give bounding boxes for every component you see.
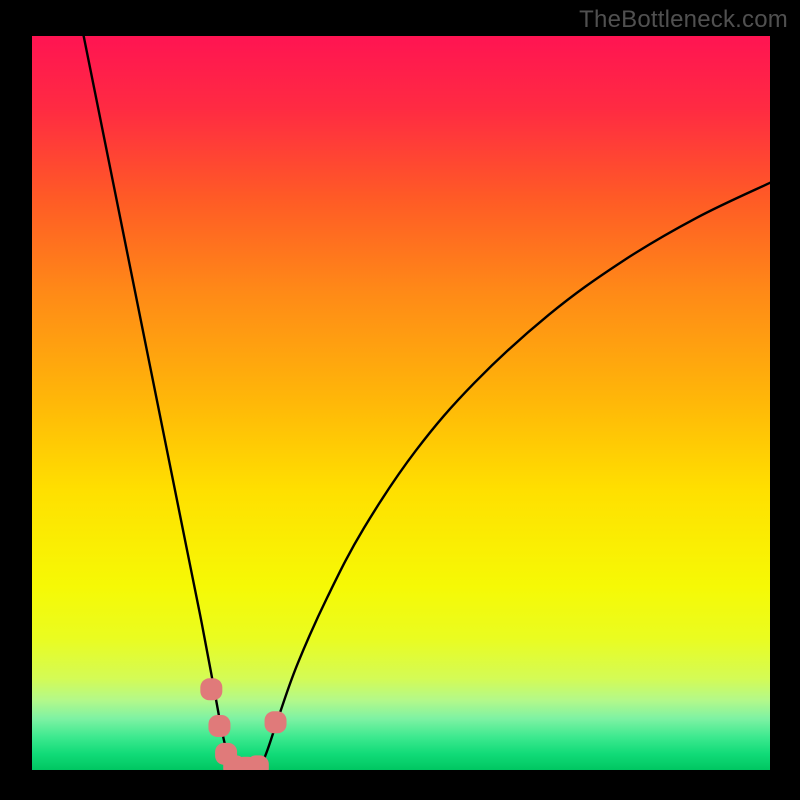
data-marker <box>200 678 222 700</box>
watermark-text: TheBottleneck.com <box>579 6 788 34</box>
data-marker <box>208 715 230 737</box>
data-marker <box>247 755 269 770</box>
plot-svg <box>32 36 770 770</box>
data-marker <box>265 711 287 733</box>
chart-frame: TheBottleneck.com <box>0 0 800 800</box>
gradient-background <box>32 36 770 770</box>
